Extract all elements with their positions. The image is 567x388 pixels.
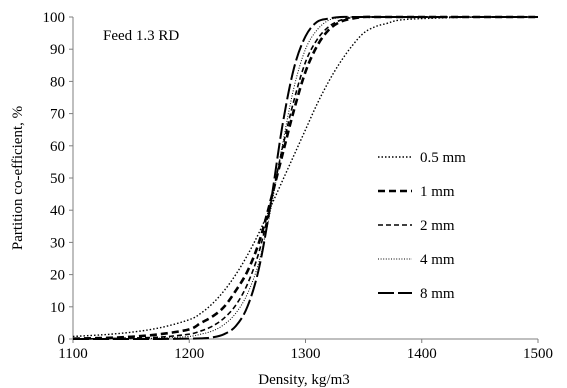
x-tick-label: 1500 (523, 346, 553, 362)
legend-label: 4 mm (420, 252, 455, 268)
legend: 0.5 mm 1 mm 2 mm 4 mm 8 mm (378, 150, 466, 302)
y-axis-title: Partition co-efficient, % (10, 106, 26, 250)
y-tick-label: 40 (50, 203, 65, 219)
x-tick-label: 1300 (291, 346, 321, 362)
y-tick-label: 70 (50, 107, 65, 123)
y-tick-label: 0 (58, 332, 66, 348)
y-tick-label: 100 (43, 10, 66, 26)
x-axis-title: Density, kg/m3 (258, 372, 350, 388)
series-line-1-mm (72, 15, 538, 340)
legend-label: 0.5 mm (420, 150, 466, 166)
series-line-8-mm (73, 15, 538, 341)
y-tick-label: 10 (50, 300, 65, 316)
y-tick-label: 20 (50, 268, 65, 284)
series-line-4-mm (72, 16, 538, 340)
y-tick-label: 80 (50, 74, 65, 90)
series-line-2-mm (72, 16, 538, 340)
y-tick-label: 60 (50, 139, 65, 155)
axes: 0 10 20 30 40 50 60 70 80 90 100 1100 1200 1300 1400 15… (43, 10, 554, 362)
legend-label: 8 mm (420, 286, 455, 302)
chart-annotation: Feed 1.3 RD (103, 28, 179, 44)
legend-label: 2 mm (420, 218, 455, 234)
series-lines (72, 15, 539, 341)
y-tick-label: 50 (50, 171, 65, 187)
y-tick-label: 30 (50, 235, 65, 251)
y-tick-label: 90 (50, 42, 65, 58)
x-tick-label: 1100 (58, 346, 87, 362)
x-tick-label: 1200 (174, 346, 204, 362)
series-line-0-5-mm (72, 16, 539, 338)
x-tick-label: 1400 (407, 346, 437, 362)
legend-label: 1 mm (420, 184, 455, 200)
